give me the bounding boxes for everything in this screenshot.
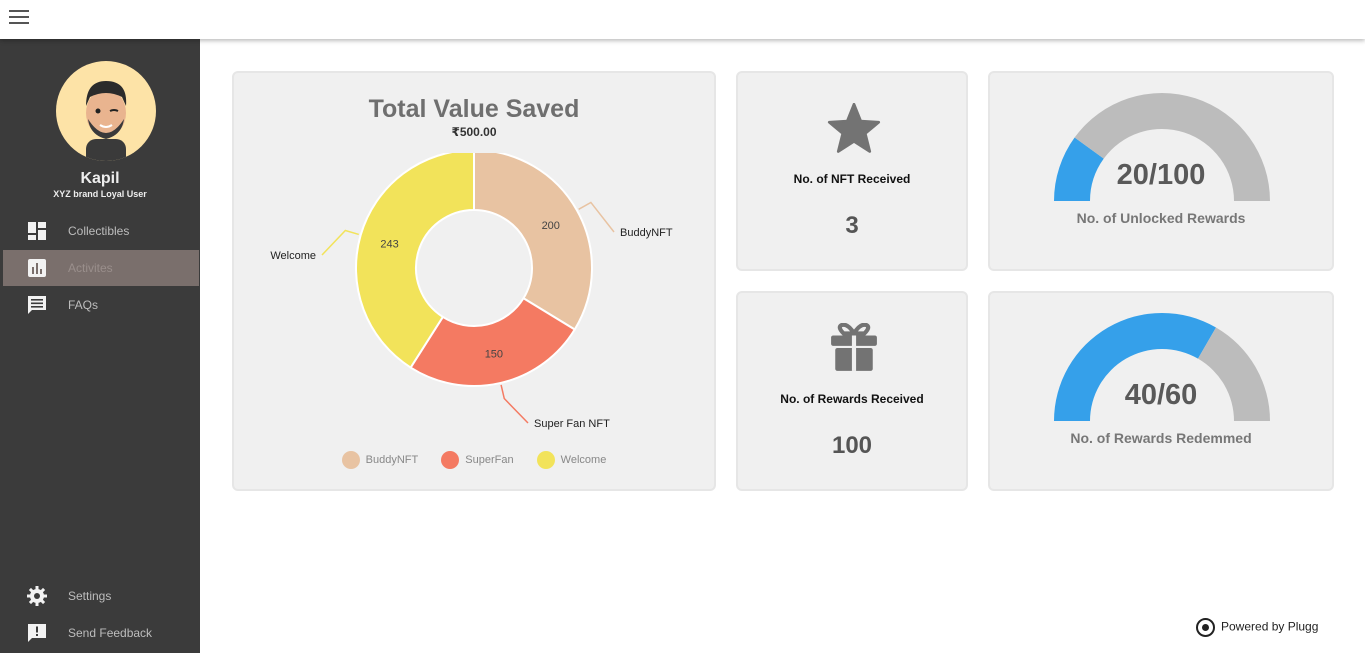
- slice-value-label: 200: [542, 220, 560, 232]
- gauge-value: 20/100: [1116, 159, 1206, 191]
- gauge-track: [1074, 93, 1270, 201]
- gauge-value: 40/60: [1124, 379, 1198, 411]
- user-name: Kapil: [80, 170, 120, 187]
- legend-item-buddynft[interactable]: BuddyNFT: [341, 451, 419, 469]
- user-role: XYZ brand Loyal User: [53, 189, 147, 199]
- gear-icon: [27, 586, 47, 606]
- star-icon: [827, 103, 881, 153]
- gauge-label: No. of Unlocked Rewards: [1076, 210, 1246, 226]
- redeemed-rewards-card: 40/60 No. of Rewards Redemmed: [988, 291, 1334, 491]
- gauge-track: [1198, 327, 1270, 421]
- slice-leader-line: [500, 384, 529, 424]
- legend-label: BuddyNFT: [365, 453, 419, 466]
- legend-label: Welcome: [560, 453, 607, 466]
- stat-label: No. of NFT Received: [793, 172, 911, 186]
- sidebar-item-label: FAQs: [68, 298, 99, 312]
- card-title: Total Value Saved: [368, 95, 580, 123]
- stat-label: No. of Rewards Received: [780, 392, 924, 406]
- plug-icon: [1196, 618, 1215, 637]
- sidebar-item-label: Collectibles: [68, 224, 130, 238]
- sidebar-item-label: Send Feedback: [68, 626, 153, 640]
- stat-value: 3: [845, 212, 859, 239]
- slice-value-label: 243: [380, 238, 398, 250]
- gauge-label: No. of Rewards Redemmed: [1070, 430, 1252, 446]
- chart-legend: BuddyNFT SuperFan Welcome: [234, 451, 714, 469]
- total-value-card: Total Value Saved ₹500.00 200 BuddyNFT 150…: [232, 71, 716, 491]
- total-amount: ₹500.00: [451, 125, 497, 139]
- sidebar-item-label: Activites: [68, 261, 113, 275]
- stat-value: 100: [831, 432, 873, 459]
- donut-slice-super-fan-nft[interactable]: [409, 296, 577, 387]
- redeemed-gauge: [1054, 313, 1270, 421]
- legend-label: SuperFan: [465, 453, 514, 466]
- slice-leader-line: [321, 229, 359, 256]
- sidebar-item-settings[interactable]: Settings: [3, 578, 199, 614]
- slice-leader-line: [578, 201, 615, 233]
- legend-swatch: [441, 451, 460, 469]
- legend-item-welcome[interactable]: Welcome: [536, 451, 607, 469]
- bar-chart-icon: [28, 259, 46, 277]
- legend-swatch: [341, 451, 360, 469]
- slice-category-label: Welcome: [270, 250, 316, 262]
- unlocked-gauge: [1054, 93, 1270, 201]
- powered-by: Powered by Plugg: [1196, 618, 1318, 637]
- nft-received-card: No. of NFT Received 3: [736, 71, 968, 271]
- powered-by-text: Powered by Plugg: [1221, 619, 1319, 634]
- sidebar-item-label: Settings: [68, 589, 112, 603]
- feedback-icon: [28, 624, 46, 642]
- legend-swatch: [536, 451, 555, 469]
- sidebar-item-activities[interactable]: Activites: [3, 250, 199, 286]
- menu-icon[interactable]: [9, 10, 29, 28]
- sidebar: Kapil XYZ brand Loyal User Collectibles …: [0, 39, 200, 653]
- slice-category-label: Super Fan NFT: [534, 418, 610, 430]
- slice-value-label: 150: [485, 349, 503, 361]
- dashboard-icon: [28, 222, 46, 240]
- gauge-fill: [1054, 137, 1104, 201]
- gift-icon: [831, 323, 877, 371]
- sidebar-item-collectibles[interactable]: Collectibles: [3, 213, 199, 249]
- sidebar-item-send-feedback[interactable]: Send Feedback: [3, 615, 199, 651]
- top-bar: [0, 0, 1365, 39]
- donut-slice-buddynft[interactable]: [473, 153, 593, 331]
- donut-chart: 200 BuddyNFT 150 Super Fan NFT 243 Welcome: [270, 153, 673, 430]
- unlocked-rewards-card: 20/100 No. of Unlocked Rewards: [988, 71, 1334, 271]
- sidebar-item-faqs[interactable]: FAQs: [3, 287, 199, 323]
- avatar: [56, 61, 156, 161]
- gauge-fill: [1054, 313, 1216, 421]
- legend-item-superfan[interactable]: SuperFan: [441, 451, 514, 469]
- rewards-received-card: No. of Rewards Received 100: [736, 291, 968, 491]
- donut-slice-welcome[interactable]: [355, 153, 475, 369]
- slice-category-label: BuddyNFT: [620, 227, 673, 239]
- chat-icon: [28, 296, 46, 314]
